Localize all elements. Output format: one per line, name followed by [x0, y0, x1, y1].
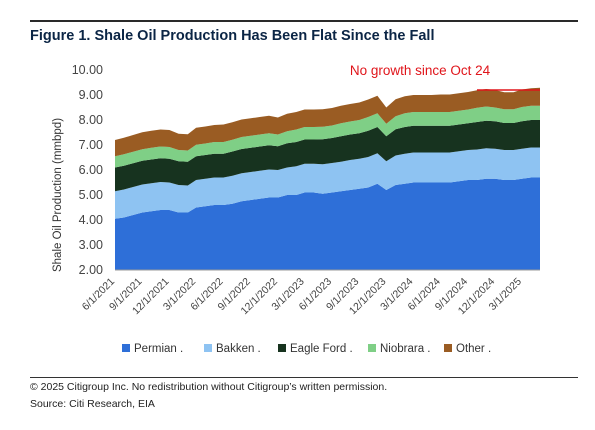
source-note: Source: Citi Research, EIA — [30, 398, 155, 410]
y-axis: 2.00 3.00 4.00 5.00 6.00 7.00 8.00 9.00 10.00 — [72, 63, 103, 277]
stacked-area-chart: 2.00 3.00 4.00 5.00 6.00 7.00 8.00 9.00 10.00 6/… — [52, 63, 540, 355]
annotation-text: No growth since Oct 24 — [350, 63, 491, 78]
y-tick-label: 10.00 — [72, 63, 103, 77]
area-permian — [115, 177, 540, 270]
annotation: No growth since Oct 24 — [350, 63, 540, 91]
y-tick-label: 4.00 — [79, 213, 103, 227]
y-tick-label: 7.00 — [79, 138, 103, 152]
figure-title: Figure 1. Shale Oil Production Has Been … — [30, 28, 435, 44]
y-tick-label: 6.00 — [79, 163, 103, 177]
y-tick-label: 9.00 — [79, 88, 103, 102]
series-areas — [115, 87, 540, 270]
copyright-note: © 2025 Citigroup Inc. No redistribution … — [30, 381, 388, 393]
x-axis: 6/1/20219/1/202112/1/20213/1/20226/1/202… — [80, 269, 540, 317]
area-other — [115, 87, 540, 157]
legend: Permian . Bakken . Eagle Ford . Niobrara . O… — [122, 343, 491, 355]
area-niobrara — [115, 105, 540, 168]
y-axis-label: Shale Oil Production (mmbpd) — [52, 118, 64, 272]
legend-swatch — [444, 344, 452, 352]
legend-swatch — [368, 344, 376, 352]
y-tick-label: 5.00 — [79, 188, 103, 202]
legend-swatch — [278, 344, 286, 352]
legend-label: Bakken . — [216, 343, 261, 355]
y-tick-label: 3.00 — [79, 238, 103, 252]
y-tick-label: 2.00 — [79, 263, 103, 277]
footer-rule — [30, 377, 578, 378]
area-bakken — [115, 147, 540, 219]
area-eagle-ford — [115, 120, 540, 192]
y-tick-label: 8.00 — [79, 113, 103, 127]
top-rule — [30, 20, 578, 22]
legend-swatch — [204, 344, 212, 352]
legend-swatch — [122, 344, 130, 352]
legend-label: Niobrara . — [380, 343, 431, 355]
legend-label: Other . — [456, 343, 491, 355]
legend-label: Eagle Ford . — [290, 343, 353, 355]
legend-label: Permian . — [134, 343, 183, 355]
